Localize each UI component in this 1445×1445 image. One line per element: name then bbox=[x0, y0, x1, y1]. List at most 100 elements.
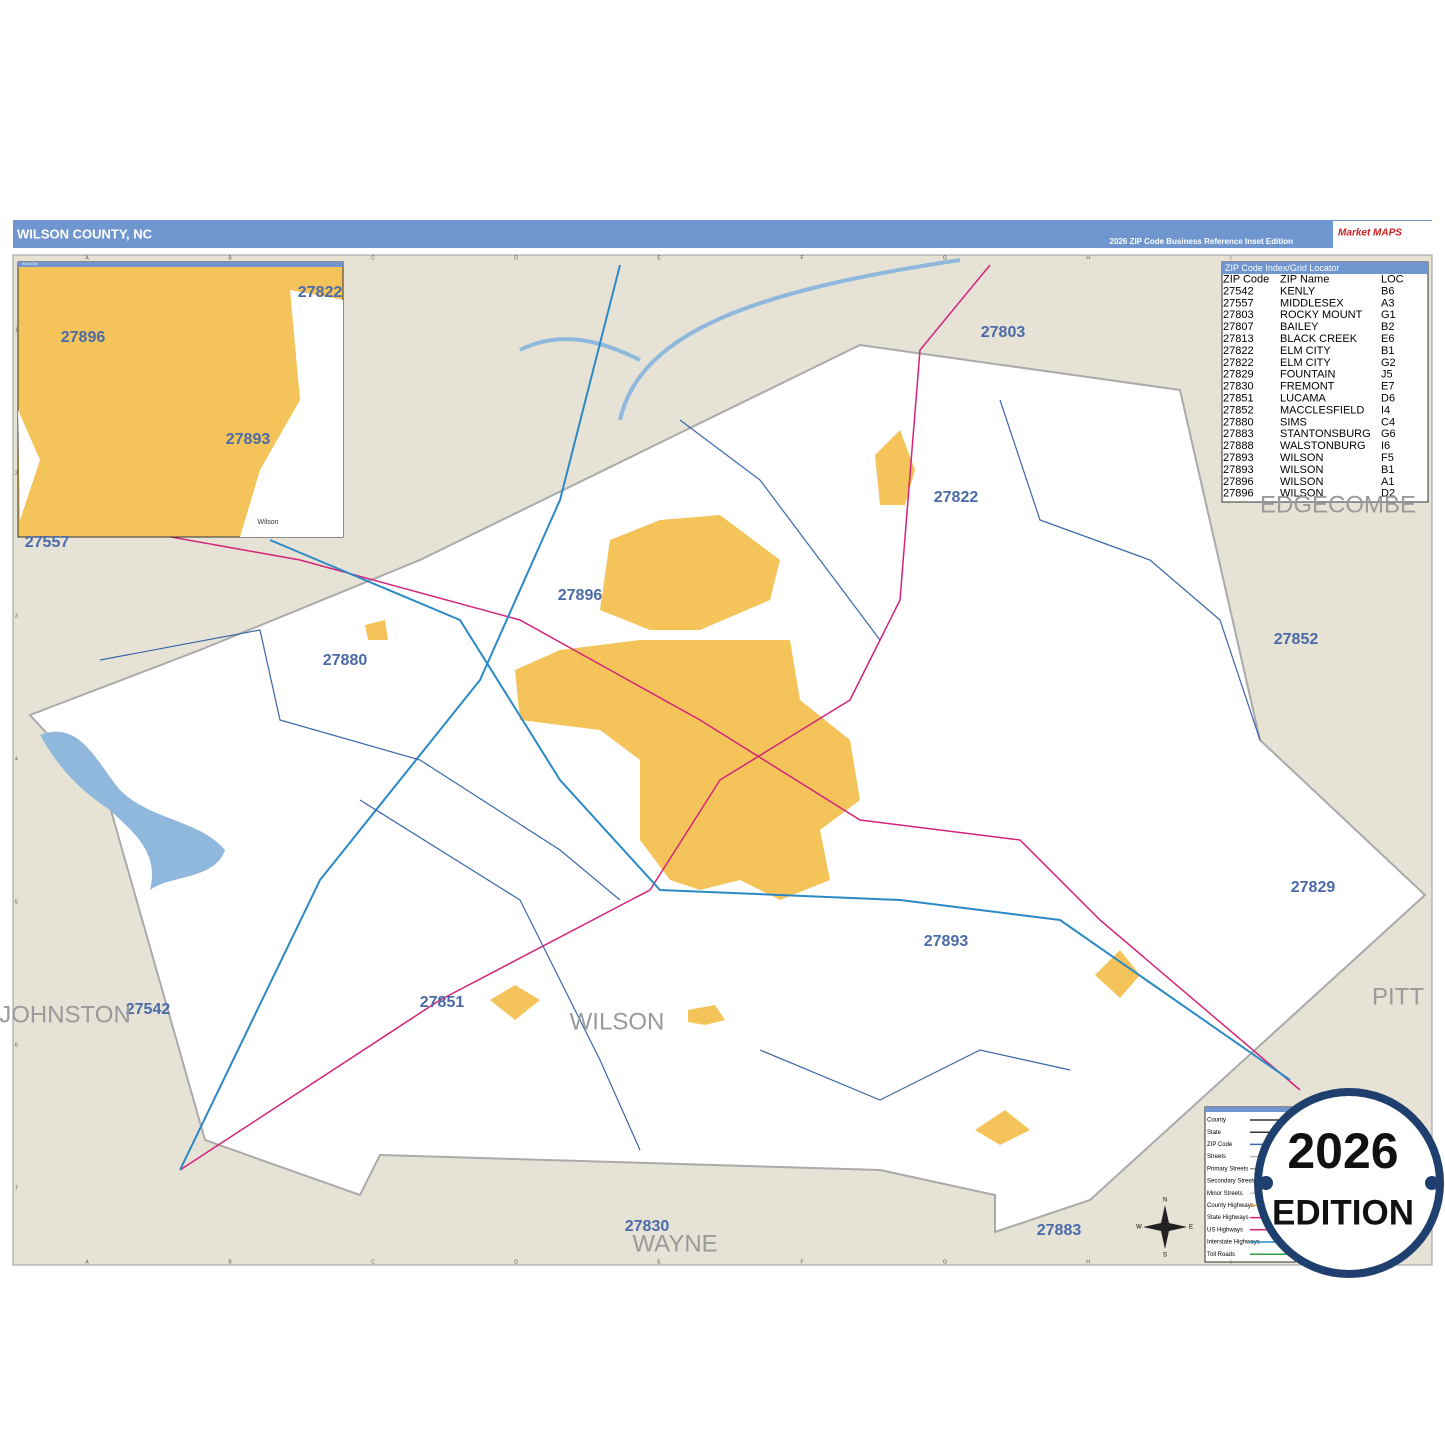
zip-index-cell: C4 bbox=[1381, 416, 1395, 428]
zip-label: 27829 bbox=[1291, 879, 1336, 896]
zip-index-cell: I6 bbox=[1381, 440, 1390, 452]
zip-index-cell: FOUNTAIN bbox=[1280, 369, 1335, 381]
zip-label: 27803 bbox=[981, 324, 1026, 341]
legend-label: Secondary Streets bbox=[1207, 1179, 1256, 1185]
grid-row: 4 bbox=[15, 756, 18, 762]
compass: N E S W bbox=[1136, 1198, 1193, 1259]
zip-index-cell: 27893 bbox=[1223, 452, 1254, 464]
zip-index-cell: WALSTONBURG bbox=[1280, 440, 1366, 452]
header-subtitle: 2026 ZIP Code Business Reference Inset E… bbox=[1110, 237, 1294, 246]
zip-label: 27852 bbox=[1274, 631, 1319, 648]
zip-index-cell: F5 bbox=[1381, 452, 1394, 464]
zip-boundary bbox=[99, 399, 1261, 1151]
zip-index-cell: 27851 bbox=[1223, 393, 1254, 405]
legend-label: ZIP Code bbox=[1207, 1142, 1233, 1148]
zip-label: 27542 bbox=[126, 1001, 171, 1018]
us-highway bbox=[19, 509, 1301, 1091]
grid-column: G bbox=[943, 1259, 947, 1265]
zip-index-cell: 27896 bbox=[1223, 476, 1254, 488]
zip-index-cell: A1 bbox=[1381, 476, 1394, 488]
county-label: JOHNSTON bbox=[0, 1001, 131, 1028]
badge-dot bbox=[1259, 1176, 1273, 1190]
inset-zip: 27822 bbox=[298, 284, 343, 301]
grid-labels: A A B B C C D D E E F F G G H H I I 1 2 3 4 5 6 7 bbox=[15, 255, 1232, 1265]
zip-index-cell: WILSON bbox=[1280, 476, 1323, 488]
edition-badge bbox=[1254, 1088, 1444, 1278]
zip-index-cell: I4 bbox=[1381, 404, 1390, 416]
zip-index-cell: BLACK CREEK bbox=[1280, 333, 1358, 345]
county-label: PITT bbox=[1372, 983, 1424, 1010]
legend-label: Minor Streets bbox=[1207, 1191, 1243, 1197]
grid-column: I bbox=[1230, 255, 1231, 261]
header-bar bbox=[13, 220, 1432, 248]
zip-label: 27893 bbox=[924, 933, 969, 950]
inset-rural bbox=[18, 410, 40, 520]
zip-index-cell: 27542 bbox=[1223, 285, 1254, 297]
county-label: EDGECOMBE bbox=[1260, 491, 1416, 518]
zip-index-cell: 27883 bbox=[1223, 428, 1254, 440]
grid-column: H bbox=[1086, 1259, 1090, 1265]
zip-label: 27883 bbox=[1037, 1222, 1082, 1239]
grid-column: B bbox=[228, 255, 232, 261]
grid-row: 3 bbox=[15, 613, 18, 619]
grid-column: G bbox=[943, 255, 947, 261]
zip-index-cell: 27822 bbox=[1223, 357, 1254, 369]
legend-label: Interstate Highways bbox=[1207, 1240, 1260, 1246]
zip-label: 27896 bbox=[558, 587, 603, 604]
city-blackcreek bbox=[688, 1005, 725, 1025]
zip-index-cell: MACCLESFIELD bbox=[1280, 404, 1364, 416]
grid-row: 5 bbox=[15, 899, 18, 905]
zip-index-cell: 27813 bbox=[1223, 333, 1254, 345]
zip-index-header: LOC bbox=[1381, 273, 1404, 285]
roads bbox=[19, 264, 1301, 1171]
city-south bbox=[975, 1110, 1030, 1145]
zip-index-cell: WILSON bbox=[1280, 452, 1323, 464]
lake bbox=[40, 731, 225, 890]
interstate bbox=[269, 539, 1291, 1081]
grid-column: F bbox=[800, 255, 803, 261]
zip-index-cell: MIDDLESEX bbox=[1280, 297, 1344, 309]
zip-index-cell: A3 bbox=[1381, 297, 1394, 309]
inset-zip: 27896 bbox=[61, 329, 106, 346]
grid-column: C bbox=[371, 1259, 375, 1265]
zip-index-cell: G1 bbox=[1381, 309, 1396, 321]
city-north bbox=[600, 515, 780, 630]
legend-label: State Highways bbox=[1207, 1215, 1249, 1221]
zip-label: 27851 bbox=[420, 994, 465, 1011]
city-sims bbox=[365, 620, 388, 640]
header-title: WILSON COUNTY, NC bbox=[17, 226, 153, 241]
zip-index-cell: 27880 bbox=[1223, 416, 1254, 428]
city-wilson bbox=[515, 640, 860, 900]
zip-index-cell: 27888 bbox=[1223, 440, 1254, 452]
inset-rural bbox=[240, 290, 343, 537]
zip-index-cell: D6 bbox=[1381, 393, 1395, 405]
inset-zip: 27893 bbox=[226, 431, 271, 448]
zip-index-cell: D2 bbox=[1381, 488, 1395, 500]
grid-column: A bbox=[85, 255, 89, 261]
zip-index-cell: 27829 bbox=[1223, 369, 1254, 381]
grid-column: H bbox=[1086, 255, 1090, 261]
zip-index-cell: J5 bbox=[1381, 369, 1393, 381]
zip-label: 27557 bbox=[25, 534, 70, 551]
badge-text: EDITION bbox=[1272, 1193, 1414, 1232]
zip-index-cell: ELM CITY bbox=[1280, 357, 1331, 369]
legend-label: Toll Roads bbox=[1207, 1252, 1235, 1258]
zip-index-cell: KENLY bbox=[1280, 285, 1316, 297]
grid-column: E bbox=[657, 1259, 661, 1265]
zip-index-cell: ROCKY MOUNT bbox=[1280, 309, 1363, 321]
zip-index-cell: 27830 bbox=[1223, 381, 1254, 393]
grid-column: C bbox=[371, 255, 375, 261]
zip-index-rows: ZIP Code ZIP Name LOC 27542 KENLY B6 27557 MIDD… bbox=[1223, 273, 1404, 499]
zip-index-cell: G6 bbox=[1381, 428, 1396, 440]
legend-label: Primary Streets bbox=[1207, 1166, 1248, 1172]
badge-year: 2026 bbox=[1287, 1123, 1398, 1179]
city-elm bbox=[875, 430, 915, 505]
zip-index-cell: FREMONT bbox=[1280, 381, 1335, 393]
zip-index-cell: BAILEY bbox=[1280, 321, 1319, 333]
inset-place: Wilson bbox=[257, 519, 278, 526]
zip-index-cell: 27822 bbox=[1223, 345, 1254, 357]
zip-index-cell: B6 bbox=[1381, 285, 1394, 297]
zip-index-cell: LUCAMA bbox=[1280, 393, 1327, 405]
